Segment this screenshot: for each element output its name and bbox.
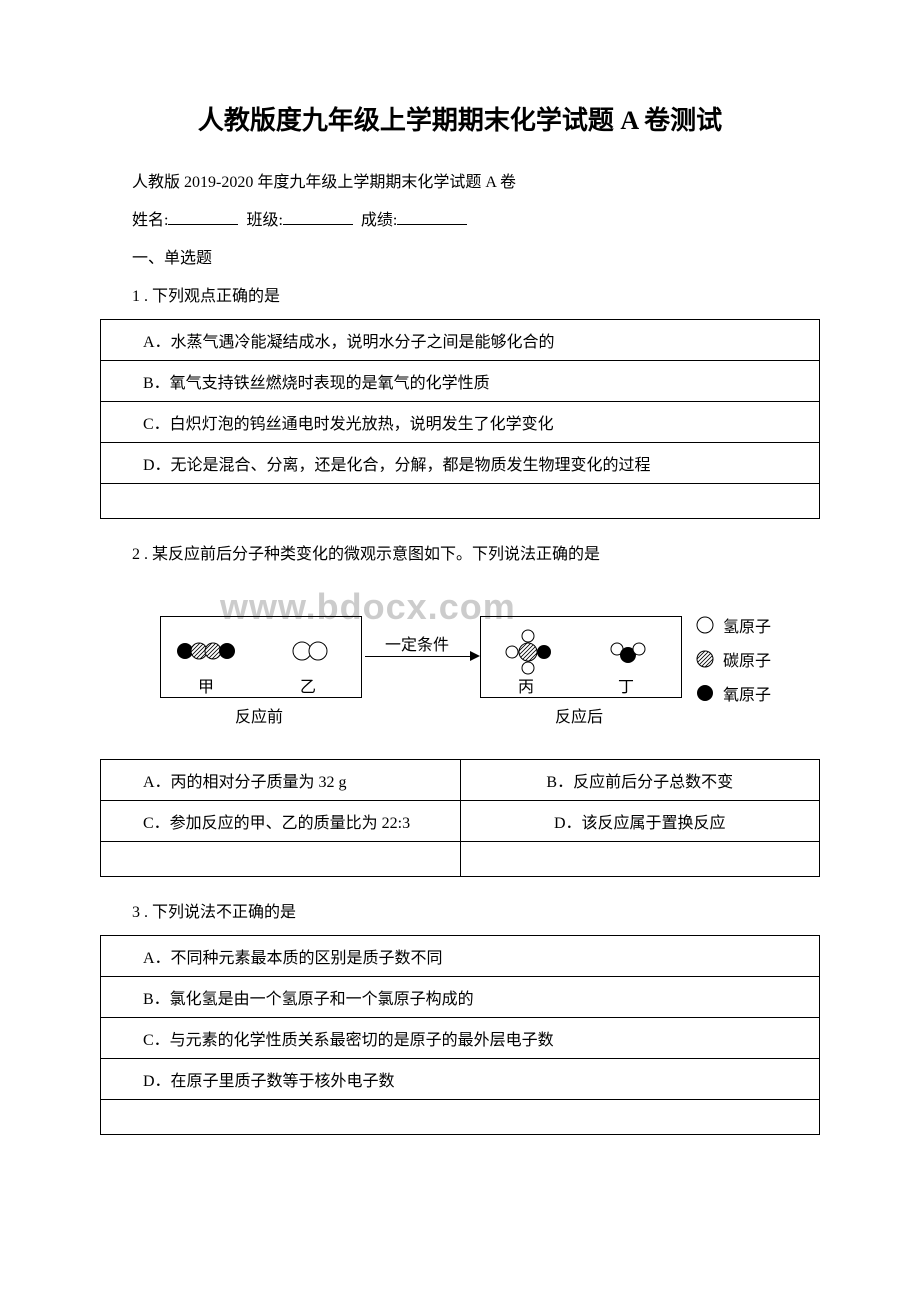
legend-o-label: 氧原子: [723, 681, 771, 705]
name-blank[interactable]: [168, 208, 238, 225]
label-jia: 甲: [198, 673, 214, 697]
q2-empty-cell-1: [101, 842, 461, 877]
label-yi: 乙: [300, 673, 316, 697]
page-title: 人教版度九年级上学期期末化学试题 A 卷测试: [100, 100, 820, 137]
q1-options-table: A．水蒸气遇冷能凝结成水，说明水分子之间是能够化合的 B．氧气支持铁丝燃烧时表现…: [100, 319, 820, 519]
class-label: 班级:: [246, 212, 282, 229]
legend-c-label: 碳原子: [723, 647, 771, 671]
legend-h: 氢原子: [695, 613, 771, 637]
q3-option-b[interactable]: B．氯化氢是由一个氢原子和一个氯原子构成的: [101, 977, 820, 1018]
reaction-arrow: [365, 656, 470, 657]
q3-option-c[interactable]: C．与元素的化学性质关系最密切的是原子的最外层电子数: [101, 1018, 820, 1059]
label-after: 反应后: [555, 703, 603, 727]
q3-option-d[interactable]: D．在原子里质子数等于核外电子数: [101, 1059, 820, 1100]
name-label: 姓名:: [132, 212, 168, 229]
q2-option-b[interactable]: B．反应前后分子总数不变: [460, 760, 820, 801]
q2-stem: 2 . 某反应前后分子种类变化的微观示意图如下。下列说法正确的是: [100, 539, 820, 571]
molecule-jia: [175, 636, 245, 666]
q1-option-b[interactable]: B．氧气支持铁丝燃烧时表现的是氧气的化学性质: [101, 361, 820, 402]
q3-options-table: A．不同种元素最本质的区别是质子数不同 B．氯化氢是由一个氢原子和一个氯原子构成…: [100, 935, 820, 1135]
score-blank[interactable]: [397, 208, 467, 225]
label-bing: 丙: [518, 673, 534, 697]
q2-diagram: www.bdocx.com 一定条件: [140, 581, 780, 751]
label-before: 反应前: [235, 703, 283, 727]
q2-option-a[interactable]: A．丙的相对分子质量为 32 g: [101, 760, 461, 801]
q1-empty-row: [101, 484, 820, 519]
q3-option-a[interactable]: A．不同种元素最本质的区别是质子数不同: [101, 936, 820, 977]
q2-option-c[interactable]: C．参加反应的甲、乙的质量比为 22:3: [101, 801, 461, 842]
class-blank[interactable]: [283, 208, 353, 225]
section-heading: 一、单选题: [100, 243, 820, 275]
q3-empty-row: [101, 1100, 820, 1135]
q2-options-table: A．丙的相对分子质量为 32 g B．反应前后分子总数不变 C．参加反应的甲、乙…: [100, 759, 820, 877]
molecule-bing: [500, 626, 556, 678]
legend-o: 氧原子: [695, 681, 771, 705]
q2-empty-cell-2: [460, 842, 820, 877]
subtitle-line: 人教版 2019-2020 年度九年级上学期期末化学试题 A 卷: [100, 167, 820, 199]
q3-stem: 3 . 下列说法不正确的是: [100, 897, 820, 929]
molecule-yi: [290, 639, 334, 663]
q1-option-a[interactable]: A．水蒸气遇冷能凝结成水，说明水分子之间是能够化合的: [101, 320, 820, 361]
q1-stem: 1 . 下列观点正确的是: [100, 281, 820, 313]
legend-c: 碳原子: [695, 647, 771, 671]
legend-h-label: 氢原子: [723, 613, 771, 637]
score-label: 成绩:: [361, 212, 397, 229]
q2-option-d[interactable]: D．该反应属于置换反应: [460, 801, 820, 842]
molecule-ding: [605, 639, 651, 667]
arrow-label: 一定条件: [385, 631, 449, 655]
info-line: 姓名: 班级: 成绩:: [100, 205, 820, 237]
q1-option-d[interactable]: D．无论是混合、分离，还是化合，分解，都是物质发生物理变化的过程: [101, 443, 820, 484]
reaction-arrow-head: [470, 651, 480, 661]
label-ding: 丁: [618, 673, 634, 697]
q1-option-c[interactable]: C．白炽灯泡的钨丝通电时发光放热，说明发生了化学变化: [101, 402, 820, 443]
